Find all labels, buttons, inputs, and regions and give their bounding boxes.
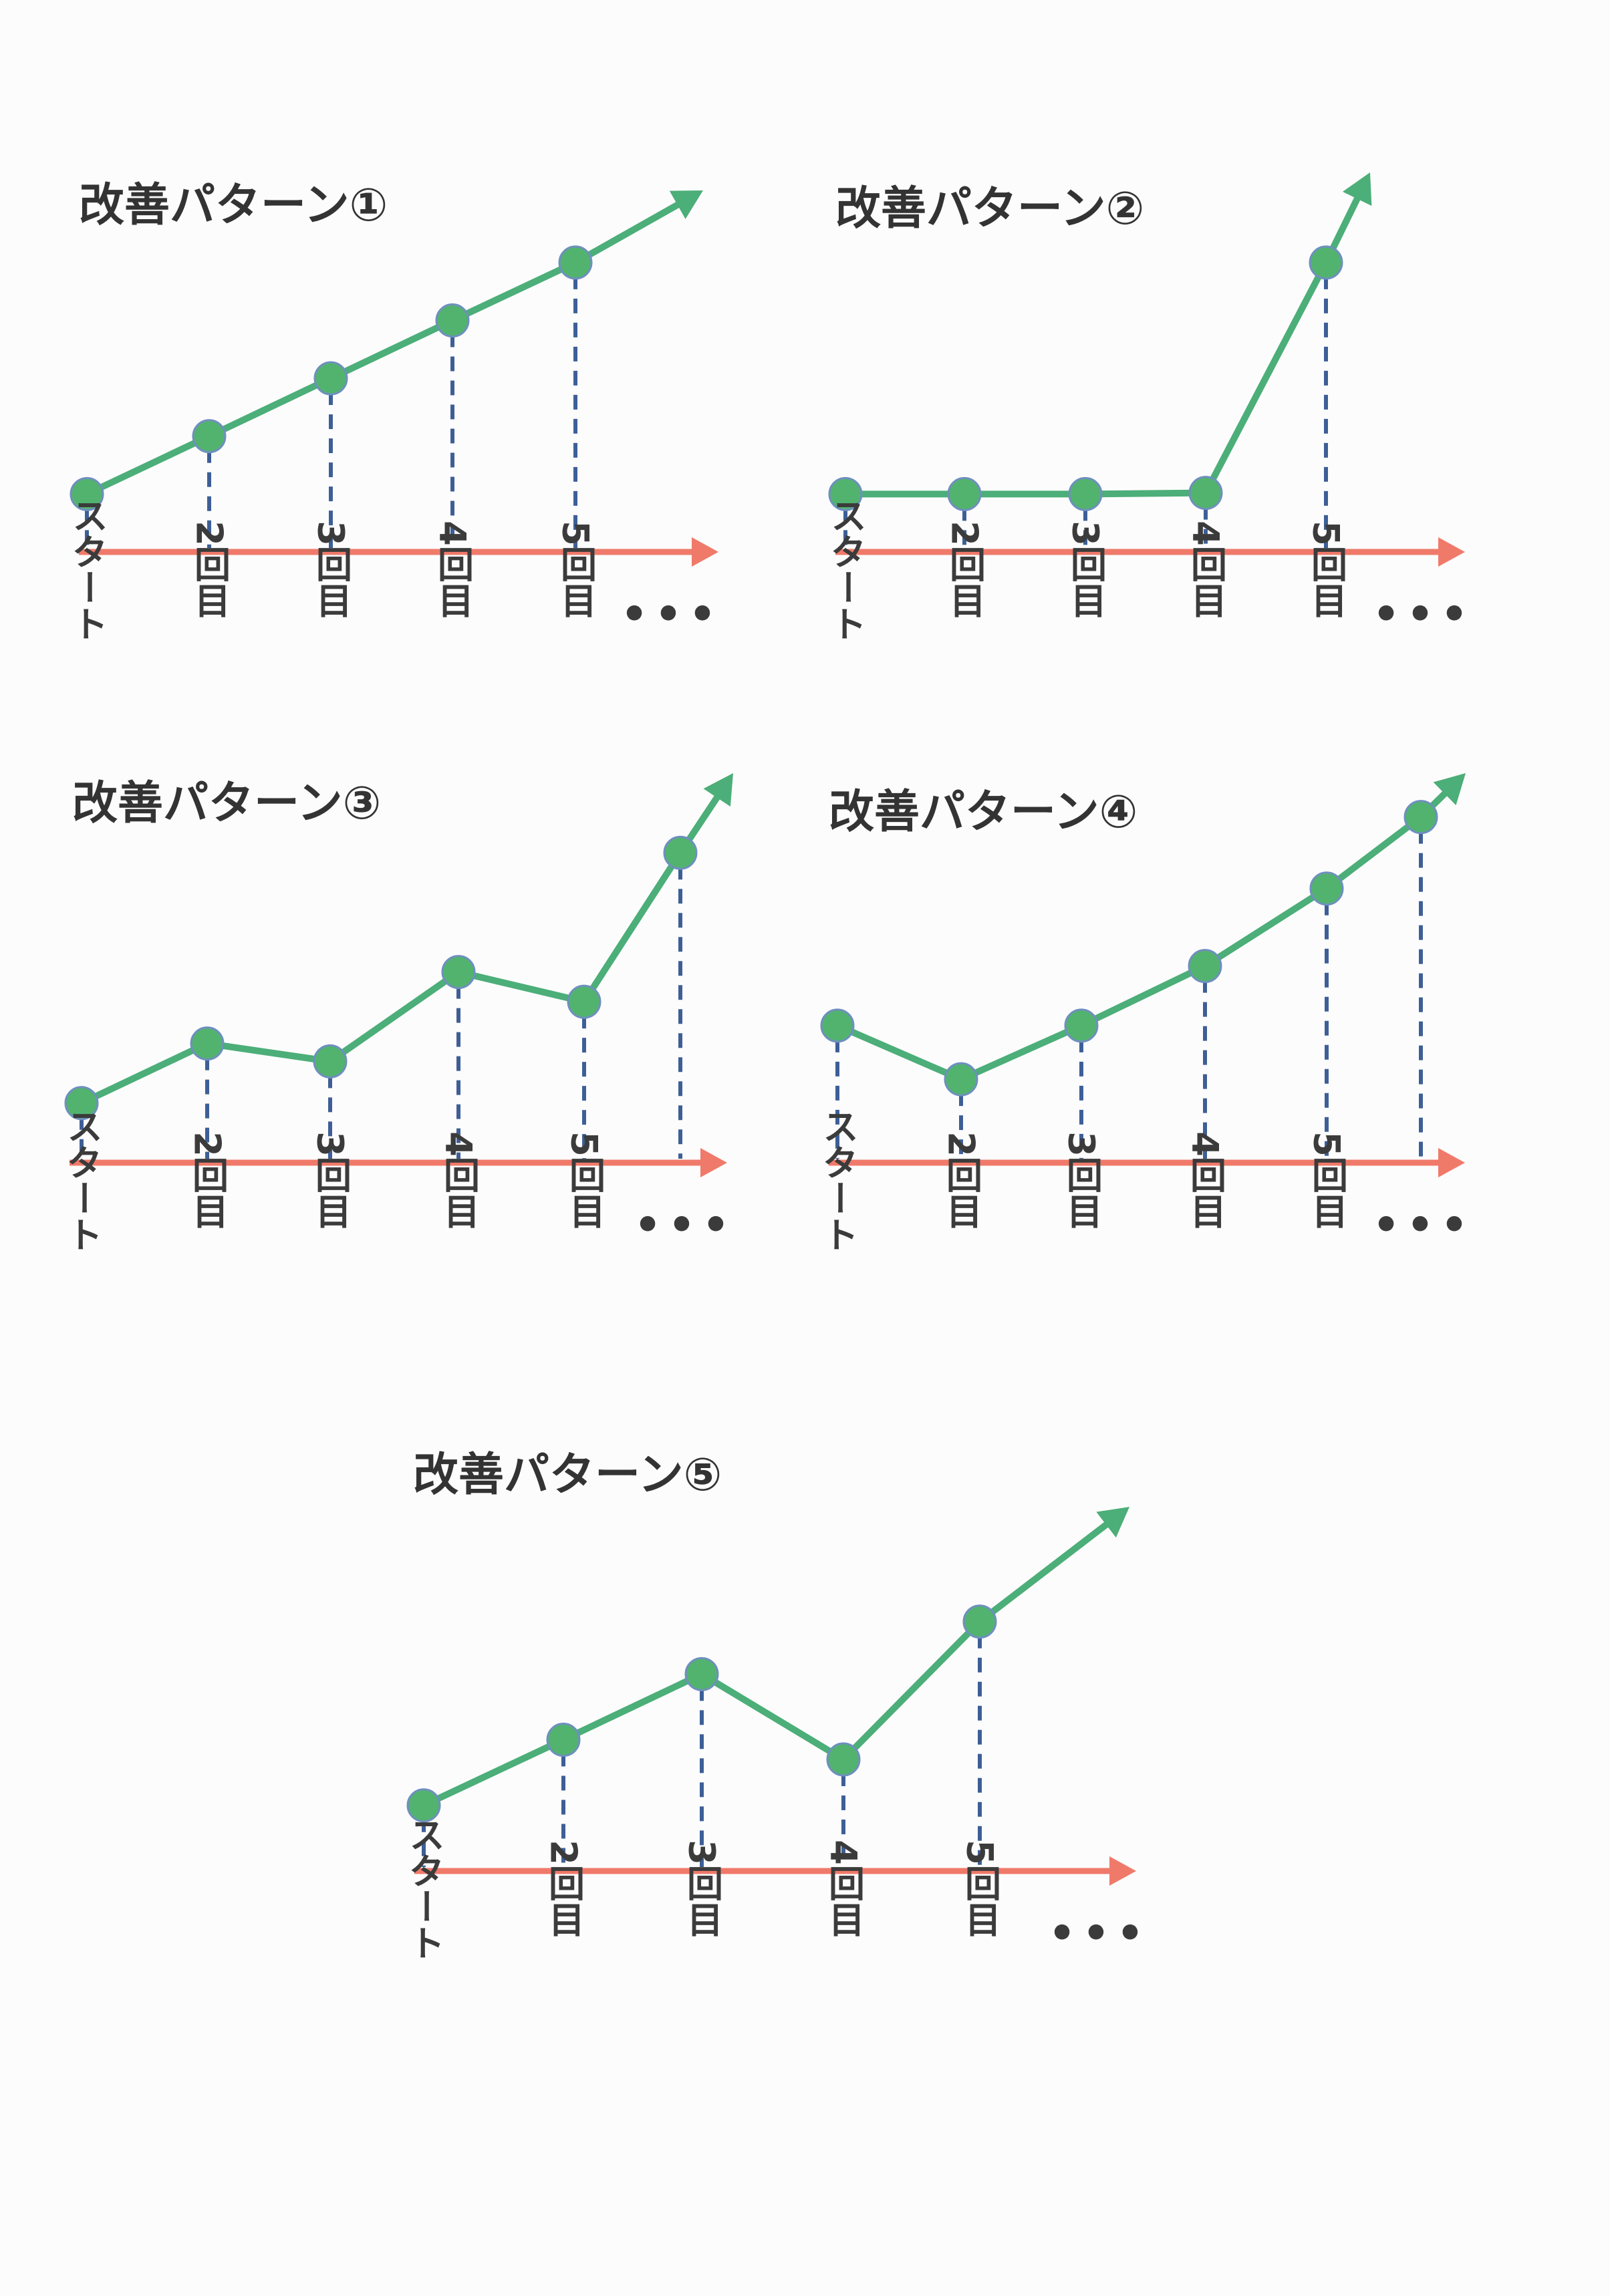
chart-title: 改善パターン① — [79, 179, 388, 232]
x-tick-label: スタート — [403, 1816, 445, 1961]
data-point — [1309, 245, 1343, 280]
chart-title: 改善パターン② — [835, 182, 1144, 235]
x-axis-arrowhead — [1438, 537, 1465, 567]
x-tick-label: 2回目 — [188, 521, 231, 618]
chart-title: 改善パターン⑤ — [413, 1449, 722, 1501]
ellipsis-dots: ••• — [1049, 1909, 1151, 1959]
data-point — [567, 984, 601, 1019]
ellipsis-dots: ••• — [634, 1201, 736, 1250]
data-point — [684, 1657, 719, 1691]
x-tick-label: 2回目 — [944, 521, 986, 618]
x-tick-label: スタート — [66, 497, 108, 641]
data-point — [406, 1788, 441, 1823]
data-point — [313, 361, 348, 396]
data-point — [64, 1086, 99, 1121]
trend-arrowhead — [1096, 1507, 1129, 1538]
x-tick-label: 3回目 — [1061, 1131, 1103, 1229]
ellipsis-dots: ••• — [1373, 590, 1475, 639]
data-point — [1188, 476, 1223, 511]
series-line — [836, 814, 1424, 1083]
data-point — [828, 476, 863, 511]
x-tick-label: 5回目 — [563, 1131, 606, 1229]
data-point — [70, 476, 104, 511]
chart-panel-5: 改善パターン⑤ スタート 2回目 3回目 4回目 5回目 ••• — [403, 1449, 1151, 1961]
x-tick-label: 2回目 — [186, 1131, 229, 1229]
chart-title: 改善パターン④ — [829, 786, 1137, 839]
data-point — [826, 1742, 861, 1777]
x-tick-label: 3回目 — [1065, 521, 1107, 618]
x-tick-label: 3回目 — [681, 1840, 723, 1937]
x-tick-label: 4回目 — [1184, 1131, 1226, 1229]
x-tick-label: 5回目 — [1306, 1131, 1348, 1229]
chart-panel-4: 改善パターン④ スタート 2回目 3回目 4回目 5回目 ••• — [817, 773, 1475, 1252]
data-point — [1309, 871, 1344, 906]
x-axis-arrowhead — [700, 1148, 727, 1177]
data-point — [313, 1044, 348, 1079]
x-tick-label: スタート — [825, 497, 867, 641]
x-tick-label: 5回目 — [1305, 521, 1347, 618]
data-point — [1064, 1008, 1099, 1043]
x-tick-label: 3回目 — [309, 1131, 352, 1229]
x-tick-label: 4回目 — [823, 1840, 865, 1937]
x-tick-label: スタート — [61, 1108, 103, 1252]
chart-panel-2: 改善パターン② スタート 2回目 3回目 4回目 5回目 ••• — [825, 172, 1475, 641]
x-tick-label: 4回目 — [438, 1131, 480, 1229]
data-point — [944, 1062, 978, 1097]
x-axis-arrowhead — [1438, 1148, 1465, 1177]
data-point — [1188, 949, 1222, 984]
ellipsis-dots: ••• — [1373, 1201, 1475, 1250]
data-point — [441, 955, 476, 990]
data-point — [546, 1723, 581, 1757]
x-tick-label: 4回目 — [432, 521, 474, 618]
trend-arrow-line — [573, 196, 690, 266]
x-tick-label: スタート — [817, 1108, 859, 1252]
x-tick-label: 5回目 — [959, 1840, 1001, 1937]
chart-panel-1: 改善パターン① スタート 2回目 3回目 4回目 5回目 ••• — [66, 179, 723, 641]
trend-arrowhead — [703, 773, 733, 807]
x-tick-label: 4回目 — [1185, 521, 1227, 618]
x-tick-label: 3回目 — [310, 521, 352, 618]
data-point — [1403, 800, 1438, 835]
x-axis-arrowhead — [692, 537, 718, 567]
trend-arrowhead — [1433, 773, 1466, 806]
data-point — [435, 303, 470, 338]
x-tick-label: 2回目 — [940, 1131, 982, 1229]
trend-arrowhead — [669, 190, 703, 219]
data-point — [820, 1008, 855, 1043]
data-point — [190, 1026, 225, 1061]
x-axis-arrowhead — [1109, 1856, 1136, 1886]
series-line — [845, 261, 1329, 498]
x-tick-label: 5回目 — [555, 521, 597, 618]
trend-arrowhead — [1342, 172, 1372, 206]
data-point — [663, 835, 698, 870]
data-point — [1068, 476, 1103, 511]
data-point — [192, 419, 227, 454]
chart-panel-3: 改善パターン③ スタート 2回目 3回目 4回目 5回目 ••• — [61, 773, 736, 1252]
ellipsis-dots: ••• — [621, 590, 723, 639]
trend-arrow-line — [977, 1518, 1114, 1624]
data-point — [947, 476, 982, 511]
series-line — [80, 851, 684, 1107]
data-point — [962, 1604, 997, 1639]
data-point — [558, 245, 593, 280]
x-tick-label: 2回目 — [543, 1840, 585, 1937]
chart-title: 改善パターン③ — [72, 777, 381, 830]
